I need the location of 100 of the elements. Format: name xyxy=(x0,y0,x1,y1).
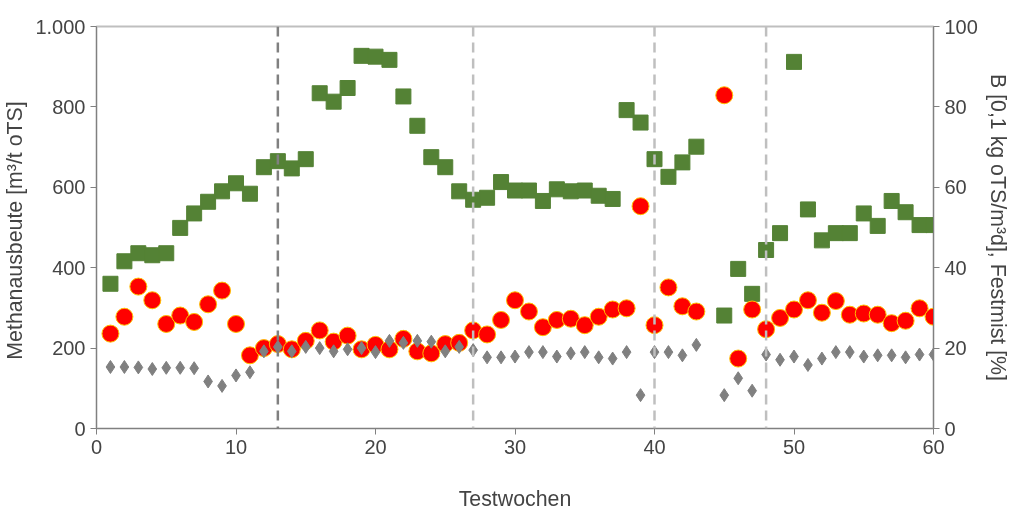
point xyxy=(533,318,552,337)
point xyxy=(547,310,566,329)
point xyxy=(607,351,618,366)
point xyxy=(826,292,845,311)
point xyxy=(840,305,859,324)
point xyxy=(199,295,218,314)
point xyxy=(772,225,789,242)
point xyxy=(214,183,231,200)
x-tick-label: 0 xyxy=(90,435,103,458)
point xyxy=(426,334,437,349)
point xyxy=(844,345,855,360)
point xyxy=(356,341,367,356)
x-tick-label: 30 xyxy=(503,435,527,458)
point xyxy=(785,300,803,319)
x-tick-label: 20 xyxy=(364,435,387,458)
point xyxy=(674,154,691,171)
x-axis-title: Testwochen xyxy=(458,486,572,511)
point xyxy=(409,117,426,134)
point xyxy=(115,307,134,326)
point xyxy=(565,346,576,361)
point xyxy=(618,102,635,119)
point xyxy=(688,138,705,155)
point xyxy=(715,86,734,105)
x-tick-label: 60 xyxy=(922,435,945,458)
y2-tick-label: 40 xyxy=(944,256,967,279)
point xyxy=(133,360,144,375)
y-axis-title: Methanausbeute [m³/t oTS] xyxy=(3,101,28,360)
y2-tick-label: 0 xyxy=(944,417,956,440)
point xyxy=(158,245,175,262)
y2-tick-label: 80 xyxy=(944,95,967,118)
point xyxy=(896,311,915,330)
point xyxy=(621,345,632,360)
point xyxy=(492,310,511,329)
point xyxy=(451,183,468,200)
point xyxy=(659,278,678,297)
point xyxy=(617,299,636,318)
point xyxy=(687,302,706,321)
y-tick-label: 1.000 xyxy=(35,15,86,38)
point xyxy=(632,114,649,131)
point xyxy=(506,291,524,310)
point xyxy=(175,360,186,375)
y-tick-label: 600 xyxy=(52,176,86,199)
point xyxy=(384,333,395,348)
point xyxy=(534,192,551,209)
point xyxy=(328,344,339,359)
point xyxy=(858,349,869,364)
y-tick-label: 800 xyxy=(52,95,86,118)
point xyxy=(673,297,692,316)
point xyxy=(883,192,900,209)
point xyxy=(900,350,911,365)
point xyxy=(227,315,245,333)
point xyxy=(799,201,816,218)
point xyxy=(660,168,677,185)
y2-tick-label: 20 xyxy=(944,337,967,360)
point xyxy=(440,344,451,359)
point xyxy=(339,80,356,97)
point xyxy=(185,312,204,331)
x-tick-label: 10 xyxy=(224,435,248,458)
point xyxy=(812,303,831,322)
y2-axis-title: B [0,1 kg oTS/m³d], Festmist [%] xyxy=(985,74,1010,381)
point xyxy=(635,388,646,403)
point xyxy=(631,197,650,216)
point xyxy=(868,305,887,324)
point xyxy=(758,242,775,259)
point xyxy=(771,308,790,327)
point xyxy=(161,360,172,375)
point xyxy=(561,309,580,328)
point xyxy=(576,182,593,199)
point xyxy=(593,350,604,365)
point xyxy=(297,151,314,168)
point xyxy=(310,321,329,340)
y-tick-label: 400 xyxy=(52,256,86,279)
point xyxy=(729,349,748,368)
point xyxy=(677,348,688,363)
point xyxy=(798,291,817,310)
point xyxy=(719,388,730,403)
point xyxy=(129,277,148,296)
point xyxy=(300,339,311,354)
point xyxy=(172,219,189,236)
point xyxy=(283,160,300,177)
point xyxy=(454,339,465,354)
point xyxy=(398,335,409,350)
point xyxy=(886,348,897,363)
point xyxy=(286,344,297,359)
point xyxy=(882,314,901,333)
point xyxy=(147,362,158,376)
point xyxy=(604,190,621,207)
y-tick-label: 200 xyxy=(52,337,86,360)
point xyxy=(412,333,423,348)
point xyxy=(813,232,830,249)
point xyxy=(342,342,353,357)
point xyxy=(325,93,342,110)
point xyxy=(841,225,858,242)
point xyxy=(437,159,454,176)
point xyxy=(716,307,733,324)
point xyxy=(733,371,744,386)
y2-tick-label: 60 xyxy=(944,176,967,199)
point xyxy=(897,204,914,221)
point xyxy=(757,320,776,339)
point xyxy=(422,344,441,363)
